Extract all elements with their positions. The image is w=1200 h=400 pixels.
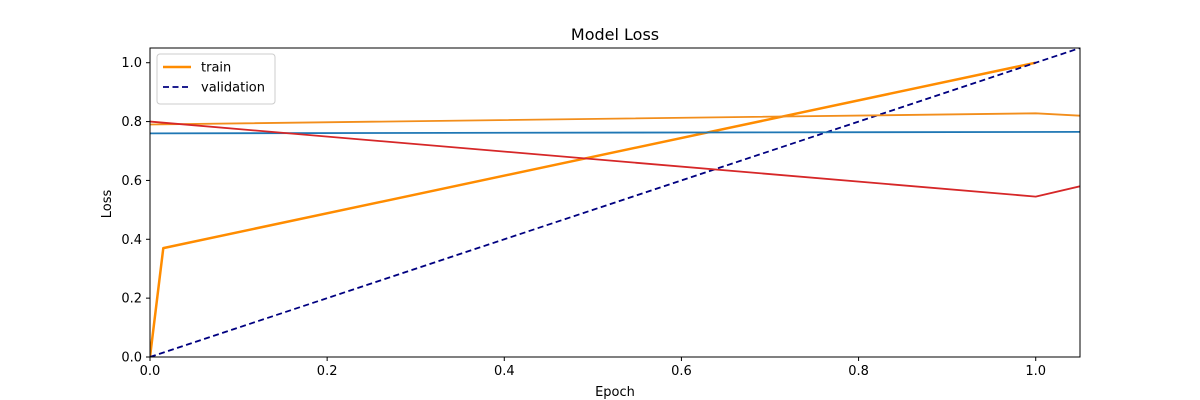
y-axis-label: Loss [100, 190, 115, 219]
y-tick-label: 1.0 [121, 56, 142, 71]
x-tick-label: 1.0 [1025, 364, 1046, 379]
series-line-unlabeled-4 [150, 120, 1080, 198]
axis-ticks: 0.0 0.2 0.4 0.6 0.8 1.0 0.0 0.2 0.4 0.6 0.8 1.0 [121, 56, 1046, 379]
x-tick-label: 0.8 [848, 364, 869, 379]
y-tick-label: 0.0 [121, 351, 142, 366]
x-tick-label: 0.4 [494, 364, 515, 379]
series-lines [150, 48, 1080, 357]
y-tick-label: 0.4 [121, 233, 142, 248]
x-tick-label: 0.6 [671, 364, 692, 379]
y-tick-label: 0.6 [121, 174, 142, 189]
series-line-validation [150, 48, 1080, 357]
legend-label-validation: validation [201, 81, 265, 96]
legend: train validation [156, 53, 276, 105]
x-tick-label: 0.2 [317, 364, 338, 379]
series-line-unlabeled-2 [150, 112, 1080, 126]
y-tick-label: 0.8 [121, 115, 142, 130]
x-axis-label: Epoch [595, 385, 635, 400]
axes-frame [149, 47, 1081, 358]
y-tick-label: 0.2 [121, 292, 142, 307]
legend-label-train: train [201, 61, 231, 76]
series-line-unlabeled-3 [150, 130, 1080, 135]
plot-area [149, 47, 1081, 358]
x-tick-label: 0.0 [140, 364, 161, 379]
series-line-train [150, 61, 1036, 357]
chart-title: Model Loss [571, 25, 659, 44]
